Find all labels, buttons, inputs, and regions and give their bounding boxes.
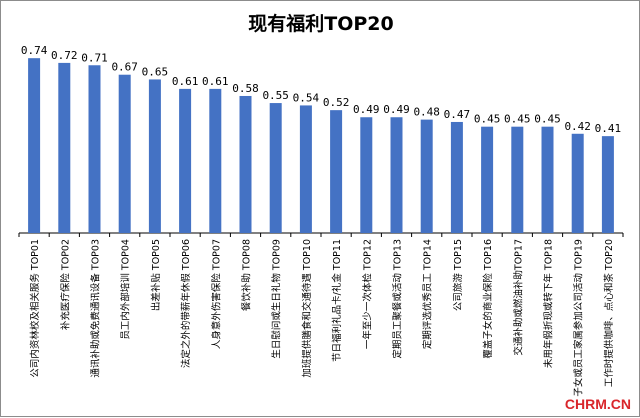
category-label: 通讯补助或免费通讯设备 TOP03 bbox=[90, 239, 102, 378]
value-label: 0.54 bbox=[293, 91, 320, 104]
category-label: 未用年假折现或转下年 TOP18 bbox=[543, 239, 555, 368]
category-label: 交通补助或燃油补助TOP17 bbox=[512, 239, 524, 356]
bar bbox=[179, 88, 192, 233]
category-label: 加班提供膳食和交通待遇 TOP10 bbox=[301, 239, 313, 378]
value-label: 0.61 bbox=[202, 75, 229, 88]
category-label: 定期评选优秀员工 TOP14 bbox=[422, 239, 434, 349]
category-label: 生日慰问或生日礼物 TOP09 bbox=[271, 239, 283, 359]
value-label: 0.45 bbox=[504, 113, 531, 126]
bar bbox=[450, 121, 463, 233]
category-label: 人身意外伤害保险 TOP07 bbox=[210, 239, 222, 349]
value-label: 0.47 bbox=[444, 108, 471, 121]
category-label: 餐饮补助 TOP08 bbox=[241, 239, 253, 311]
category-label: 覆盖子女的商业保险 TOP16 bbox=[482, 239, 494, 359]
value-label: 0.67 bbox=[111, 61, 138, 74]
bar bbox=[330, 110, 343, 233]
category-label: 定期员工聚餐或活动 TOP13 bbox=[392, 239, 404, 359]
category-label: 节日福利礼品卡/礼金 TOP11 bbox=[331, 239, 343, 362]
value-label: 0.42 bbox=[564, 120, 591, 133]
category-label: 一年至少一次体检 TOP12 bbox=[361, 239, 373, 349]
bar bbox=[541, 126, 554, 233]
category-label: 子女或员工家属参加公司活动 TOP19 bbox=[573, 239, 585, 397]
category-label: 法定之外的带薪年休假 TOP06 bbox=[180, 239, 192, 368]
bar bbox=[28, 58, 41, 233]
bar bbox=[269, 103, 282, 233]
value-label: 0.52 bbox=[323, 96, 350, 109]
value-label: 0.61 bbox=[172, 75, 199, 88]
bar bbox=[118, 74, 131, 234]
category-label: 出差补贴 TOP05 bbox=[150, 239, 162, 311]
bar bbox=[511, 126, 524, 233]
bar bbox=[571, 133, 584, 233]
watermark: CHRM.CN bbox=[564, 396, 631, 412]
value-label: 0.45 bbox=[534, 113, 561, 126]
bar bbox=[239, 95, 252, 233]
category-label: 员工内外部培训 TOP04 bbox=[120, 239, 132, 340]
value-label: 0.49 bbox=[353, 103, 380, 116]
bar bbox=[148, 79, 161, 233]
value-label: 0.48 bbox=[413, 106, 440, 119]
bar bbox=[209, 88, 222, 233]
bar bbox=[601, 136, 614, 233]
bar bbox=[360, 117, 373, 233]
category-label: 工作时提供咖啡、点心和茶 TOP20 bbox=[603, 239, 615, 387]
category-label: 补充医疗保险 TOP02 bbox=[59, 239, 71, 330]
value-label: 0.71 bbox=[81, 51, 108, 64]
value-label: 0.72 bbox=[51, 49, 78, 62]
value-label: 0.45 bbox=[474, 113, 501, 126]
chart-title: 现有福利TOP20 bbox=[248, 13, 394, 35]
bar bbox=[299, 105, 312, 233]
category-label: 公司旅游 TOP15 bbox=[452, 239, 464, 311]
value-label: 0.41 bbox=[595, 122, 622, 135]
bar bbox=[88, 65, 101, 233]
value-label: 0.58 bbox=[232, 82, 259, 95]
value-label: 0.55 bbox=[262, 89, 289, 102]
value-label: 0.65 bbox=[142, 65, 169, 78]
category-label: 公司内资林校及相关服务 TOP01 bbox=[29, 239, 41, 378]
bar bbox=[390, 117, 403, 233]
bar bbox=[58, 62, 71, 234]
value-label: 0.49 bbox=[383, 103, 410, 116]
bar bbox=[420, 119, 433, 233]
bar bbox=[481, 126, 494, 233]
value-label: 0.74 bbox=[21, 44, 48, 57]
